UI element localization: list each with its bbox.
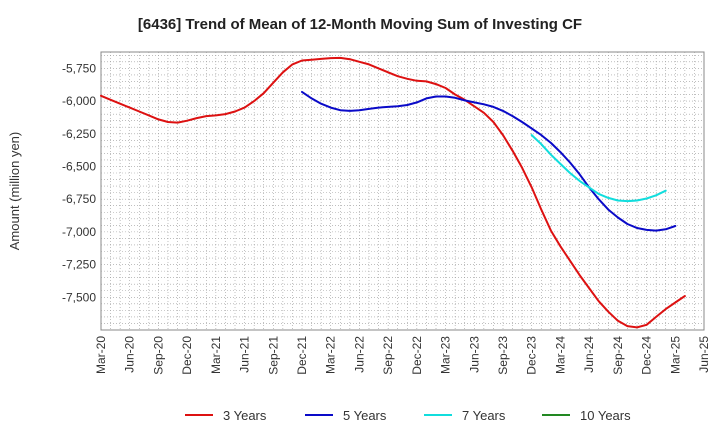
y-tick-label: -6,250 bbox=[62, 127, 96, 141]
x-tick-label: Sep-22 bbox=[381, 336, 395, 375]
x-tick-label: Mar-23 bbox=[439, 336, 453, 374]
x-tick-label: Mar-20 bbox=[94, 336, 108, 374]
x-tick-label: Dec-23 bbox=[525, 336, 539, 375]
x-tick-label: Dec-22 bbox=[410, 336, 424, 375]
chart-title: [6436] Trend of Mean of 12-Month Moving … bbox=[138, 16, 582, 33]
series-line-3-years bbox=[100, 56, 686, 329]
y-axis-label: Amount (million yen) bbox=[7, 132, 22, 251]
y-tick-label: -7,000 bbox=[62, 225, 96, 239]
legend-label: 7 Years bbox=[462, 408, 506, 423]
plot-area bbox=[100, 51, 705, 331]
x-tick-label: Mar-22 bbox=[324, 336, 338, 374]
x-tick-label: Dec-20 bbox=[180, 336, 194, 375]
legend: 3 Years 5 Years 7 Years 10 Years bbox=[185, 408, 631, 423]
x-tick-label: Mar-24 bbox=[553, 336, 567, 374]
y-tick-label: -6,750 bbox=[62, 192, 96, 206]
y-axis-ticks: -5,750 -6,000 -6,250 -6,500 -6,750 -7,000 -7,2… bbox=[62, 61, 96, 304]
y-tick-label: -5,750 bbox=[62, 61, 96, 75]
x-tick-label: Mar-21 bbox=[209, 336, 223, 374]
series-lines bbox=[100, 56, 686, 329]
x-tick-label: Jun-20 bbox=[123, 336, 137, 373]
x-axis-ticks: Mar-20 Jun-20 Sep-20 Dec-20 Mar-21 Jun-21 Sep-… bbox=[94, 336, 711, 375]
y-tick-label: -6,500 bbox=[62, 159, 96, 173]
x-tick-label: Jun-24 bbox=[582, 336, 596, 373]
legend-label: 10 Years bbox=[580, 408, 631, 423]
x-tick-label: Dec-24 bbox=[640, 336, 654, 375]
legend-label: 5 Years bbox=[343, 408, 387, 423]
y-tick-label: -6,000 bbox=[62, 94, 96, 108]
x-tick-label: Jun-21 bbox=[238, 336, 252, 373]
x-tick-label: Mar-25 bbox=[668, 336, 682, 374]
x-tick-label: Dec-21 bbox=[295, 336, 309, 375]
x-tick-label: Sep-23 bbox=[496, 336, 510, 375]
x-tick-label: Sep-24 bbox=[611, 336, 625, 375]
x-tick-label: Jun-23 bbox=[467, 336, 481, 373]
x-tick-label: Jun-25 bbox=[697, 336, 711, 373]
series-line-7-years bbox=[530, 134, 667, 203]
x-tick-label: Jun-22 bbox=[352, 336, 366, 373]
y-tick-label: -7,250 bbox=[62, 258, 96, 272]
legend-label: 3 Years bbox=[223, 408, 267, 423]
y-tick-label: -7,500 bbox=[62, 290, 96, 304]
series-line-5-years bbox=[301, 90, 677, 232]
x-tick-label: Sep-20 bbox=[151, 336, 165, 375]
x-tick-label: Sep-21 bbox=[266, 336, 280, 375]
